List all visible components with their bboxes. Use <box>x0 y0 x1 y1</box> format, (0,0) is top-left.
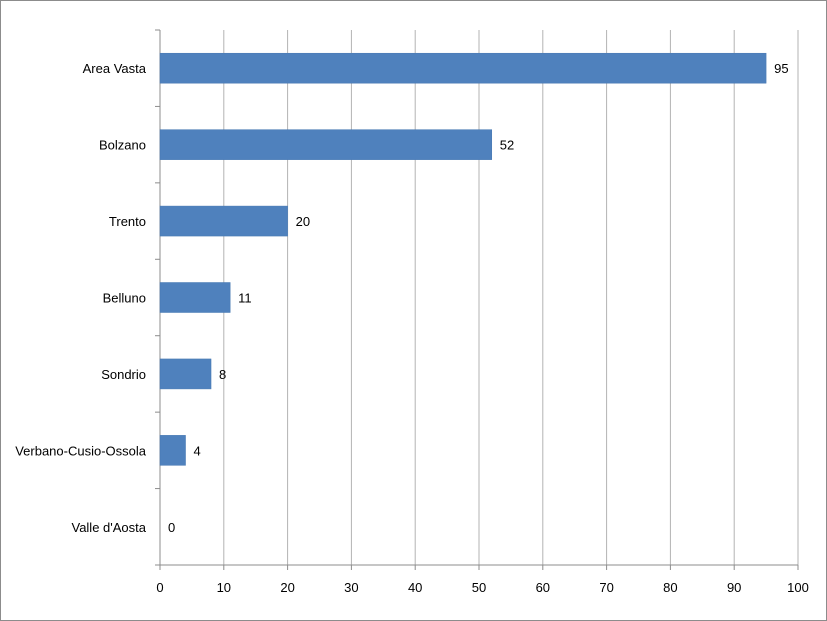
data-label: 0 <box>168 520 175 535</box>
bars <box>159 52 767 466</box>
bar <box>159 52 767 84</box>
bar <box>159 282 231 313</box>
category-label: Valle d'Aosta <box>71 520 146 535</box>
bar <box>159 129 493 160</box>
x-tick-label: 80 <box>663 580 677 595</box>
category-label: Area Vasta <box>83 61 147 76</box>
data-label: 4 <box>194 443 201 458</box>
data-label: 8 <box>219 367 226 382</box>
x-tick-label: 100 <box>787 580 809 595</box>
x-tick-label: 0 <box>156 580 163 595</box>
gridlines <box>223 30 799 565</box>
bar <box>159 205 288 237</box>
data-label: 52 <box>500 138 514 153</box>
x-tick-label: 50 <box>472 580 486 595</box>
category-label: Verbano-Cusio-Ossola <box>15 443 147 458</box>
bar <box>159 435 186 466</box>
category-label: Trento <box>109 214 146 229</box>
data-label: 95 <box>774 61 788 76</box>
x-tick-label: 30 <box>344 580 358 595</box>
x-tick-label: 70 <box>599 580 613 595</box>
data-label: 11 <box>238 291 252 306</box>
x-tick-label: 40 <box>408 580 422 595</box>
category-label: Bolzano <box>99 138 146 153</box>
category-label: Sondrio <box>101 367 146 382</box>
x-tick-label: 20 <box>280 580 294 595</box>
data-label: 20 <box>296 214 310 229</box>
bar <box>159 358 212 390</box>
x-tick-label: 10 <box>217 580 231 595</box>
category-label: Belluno <box>103 291 146 306</box>
x-tick-label: 60 <box>536 580 550 595</box>
x-tick-label: 90 <box>727 580 741 595</box>
